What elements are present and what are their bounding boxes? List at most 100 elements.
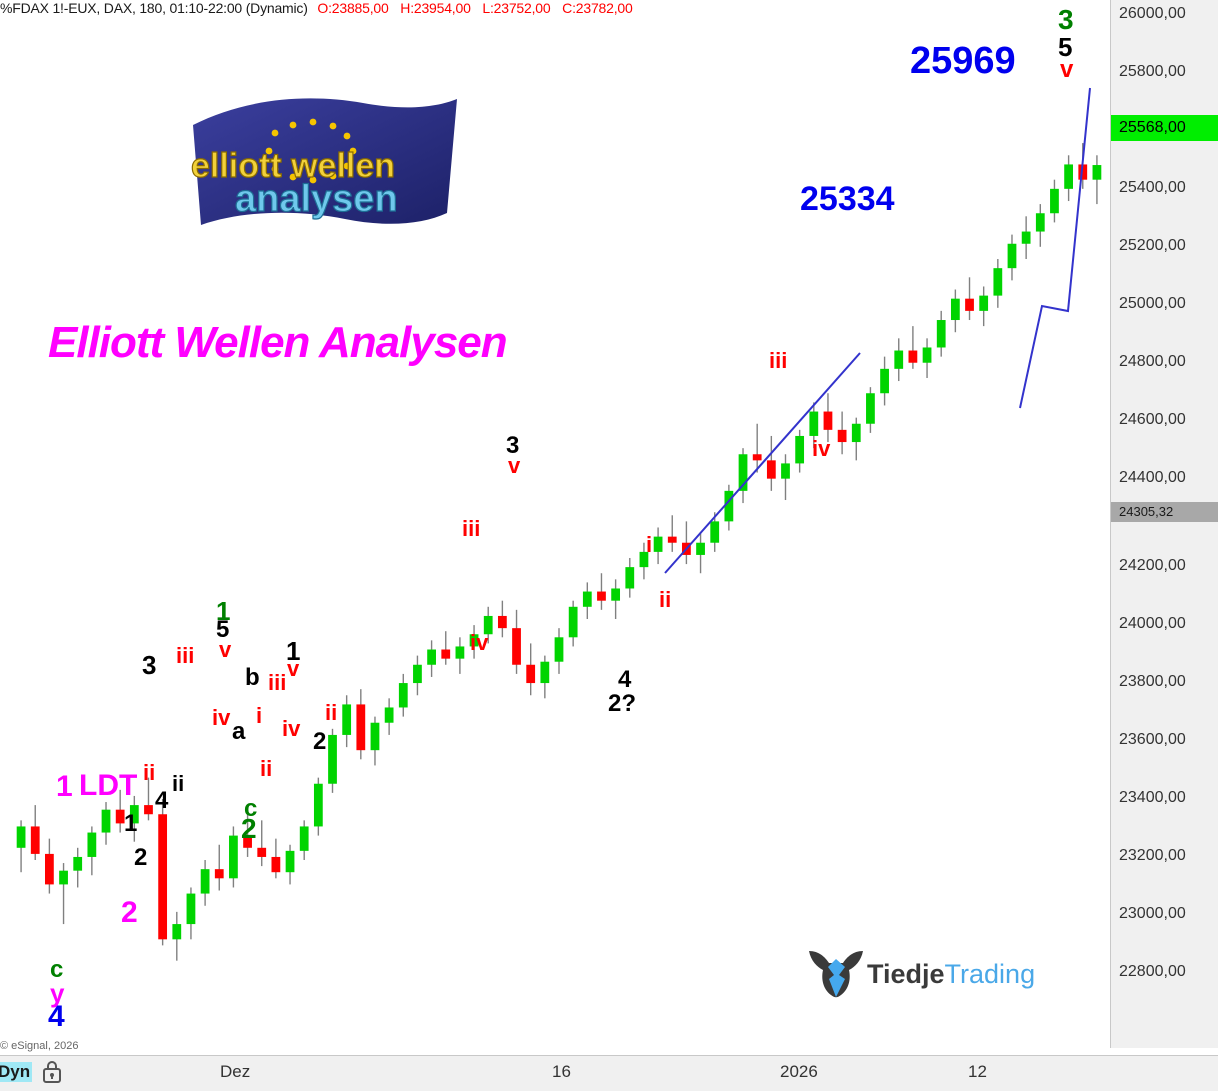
candle-body xyxy=(597,591,606,601)
candle-body xyxy=(469,634,479,647)
candle-body xyxy=(512,628,521,665)
candle-body xyxy=(625,567,635,589)
candle-body xyxy=(328,734,337,784)
copyright-label: © eSignal, 2026 xyxy=(0,1040,79,1052)
wave-label: v xyxy=(219,637,232,662)
current-price-tag: 25568,00 xyxy=(1111,115,1218,141)
last-price-tag: 24305,32 xyxy=(1111,502,1218,522)
bull-head-icon xyxy=(809,951,863,998)
candle-body xyxy=(540,661,550,684)
candle-body xyxy=(1064,164,1073,189)
candle-body xyxy=(483,615,493,635)
time-tick: 16 xyxy=(552,1062,571,1081)
candle-body xyxy=(186,893,196,925)
low-value: L:23752,00 xyxy=(482,0,551,16)
wave-label: y xyxy=(50,978,65,1008)
candle-body xyxy=(1050,188,1059,214)
candle-body xyxy=(87,832,97,857)
tiedje-logo-part1: Tiedje xyxy=(867,958,945,989)
wave-label: 1 xyxy=(56,770,73,803)
price-tick: 25400,00 xyxy=(1119,179,1186,196)
tiedje-trading-logo: Tiedje Trading xyxy=(805,945,1035,1003)
wave-label: i xyxy=(646,532,653,557)
candle-body xyxy=(144,805,153,815)
candle-body xyxy=(993,268,1003,296)
candle-body xyxy=(653,536,663,552)
candle-body xyxy=(554,637,564,662)
price-tick: 23800,00 xyxy=(1119,673,1186,690)
candle-body xyxy=(356,704,366,751)
candle-body xyxy=(59,870,68,885)
price-axis[interactable]: 25568,00 24305,32 26000,00 25800,00 25400,… xyxy=(1110,0,1218,1048)
wave-label: 2 xyxy=(241,813,257,844)
tiedje-logo-part2: Trading xyxy=(944,958,1036,989)
candle-body xyxy=(45,853,54,885)
wave-label: ii xyxy=(260,756,273,781)
wave-label: ii xyxy=(659,587,672,612)
wave-label: v xyxy=(1060,56,1074,83)
wave-label: 5 xyxy=(1058,32,1073,62)
price-tick: 26000,00 xyxy=(1119,5,1186,22)
candlestick-series xyxy=(16,143,1102,961)
candle-body xyxy=(172,924,182,940)
candle-body xyxy=(229,835,238,879)
candle-body xyxy=(413,664,422,684)
trendline-overlay xyxy=(664,87,1091,574)
eu-flag-shape xyxy=(193,98,457,225)
ewa-logo-line2: analysen xyxy=(235,178,398,220)
candle-body xyxy=(936,320,946,348)
chart-plot-area[interactable] xyxy=(0,18,1110,1040)
candle-body xyxy=(115,809,125,824)
candle-body xyxy=(582,591,592,607)
wave-label: c xyxy=(244,795,258,822)
candle-body xyxy=(299,826,309,851)
wave-label: 2? xyxy=(608,690,637,717)
candle-body xyxy=(1092,165,1102,180)
candle-body xyxy=(738,454,748,491)
time-tick: 2026 xyxy=(780,1062,818,1081)
wave-label: ii xyxy=(143,760,156,785)
candle-body xyxy=(158,814,168,940)
wave-label: c xyxy=(50,956,64,983)
chart-header: %FDAX 1!-EUX, DAX, 180, 01:10-22:00 (Dyn… xyxy=(0,0,1110,18)
candle-body xyxy=(823,411,833,430)
price-tick: 25000,00 xyxy=(1119,295,1186,312)
time-tick: 12 xyxy=(968,1062,987,1081)
dyn-mode-label[interactable]: Dyn xyxy=(0,1062,33,1082)
open-value: O:23885,00 xyxy=(317,0,389,16)
wave-label: b xyxy=(245,664,260,691)
wave-label: LDT xyxy=(79,769,138,802)
price-tick: 23600,00 xyxy=(1119,731,1186,748)
wave-label: 2 xyxy=(313,728,327,755)
candle-body xyxy=(243,835,252,848)
trendline-lower xyxy=(664,352,861,574)
time-axis[interactable]: Dyn Dez 16 2026 12 xyxy=(0,1055,1218,1091)
wave-label: 3 xyxy=(506,432,520,459)
wave-label: iv xyxy=(282,716,301,741)
candle-body xyxy=(667,536,677,543)
candle-body xyxy=(526,664,536,684)
wave-label: 3 xyxy=(142,650,157,680)
candle-body xyxy=(73,856,83,871)
candle-body xyxy=(200,869,210,894)
wave-label: 1 xyxy=(216,596,231,626)
price-tick: 24400,00 xyxy=(1119,469,1186,486)
candle-body xyxy=(384,707,394,723)
wave-label: 1 xyxy=(286,636,301,666)
candle-body xyxy=(766,460,776,479)
candle-body xyxy=(851,423,861,443)
price-tick: 24000,00 xyxy=(1119,615,1186,632)
wave-label: v xyxy=(287,656,300,681)
wave-label: 5 xyxy=(216,616,230,643)
watermark-text: Elliott Wellen Analysen xyxy=(48,318,508,367)
wave-label: 2 xyxy=(134,844,148,871)
symbol-label: %FDAX 1!-EUX, DAX, 180, 01:10-22:00 (Dyn… xyxy=(0,0,308,16)
wave-label: v xyxy=(508,453,521,478)
candle-body xyxy=(724,490,734,522)
candle-body xyxy=(455,646,465,659)
candle-body xyxy=(16,826,26,848)
wave-label: 4 xyxy=(48,1000,65,1033)
lock-icon[interactable] xyxy=(42,1060,62,1084)
wave-label: iv xyxy=(812,436,831,461)
